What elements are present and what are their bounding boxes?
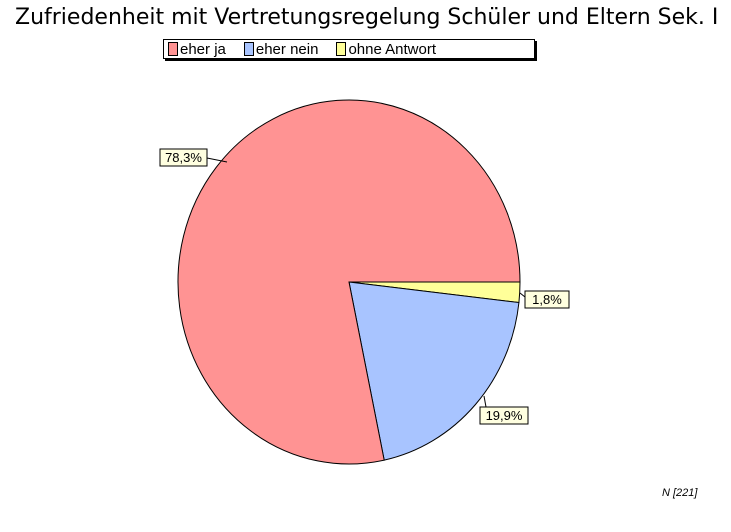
pie-slice-eher-ja <box>177 99 521 465</box>
legend-label-eher-ja: eher ja <box>180 40 226 58</box>
slice-label-eher-nein: 19,9% <box>479 395 529 425</box>
legend-label-eher-nein: eher nein <box>255 40 319 58</box>
slice-label-text-eher-nein: 19,9% <box>486 408 523 423</box>
legend: eher ja eher nein ohne Antwort <box>163 39 535 59</box>
legend-label-ohne-antwort: ohne Antwort <box>348 40 436 58</box>
slice-label-eher-ja: 78,3% <box>159 148 228 167</box>
legend-item-eher-nein: eher nein <box>243 40 319 58</box>
pie-slices <box>177 99 521 465</box>
slice-label-text-eher-ja: 78,3% <box>165 150 202 165</box>
legend-swatch-ohne-antwort <box>336 42 347 56</box>
slice-label-ohne-antwort: 1,8% <box>519 290 570 309</box>
legend-swatch-eher-ja <box>168 42 178 56</box>
pie-labels: 78,3% 19,9% 1,8% <box>159 148 570 425</box>
legend-item-ohne-antwort: ohne Antwort <box>336 41 436 58</box>
chart-title: Zufriedenheit mit Vertretungsregelung Sc… <box>15 5 719 30</box>
sample-size-note: N [221] <box>662 487 698 499</box>
legend-item-eher-ja: eher ja <box>168 41 226 58</box>
pie-slice-eher-nein <box>348 281 520 461</box>
legend-swatch-eher-nein <box>243 42 254 56</box>
slice-label-text-ohne-antwort: 1,8% <box>532 292 562 307</box>
